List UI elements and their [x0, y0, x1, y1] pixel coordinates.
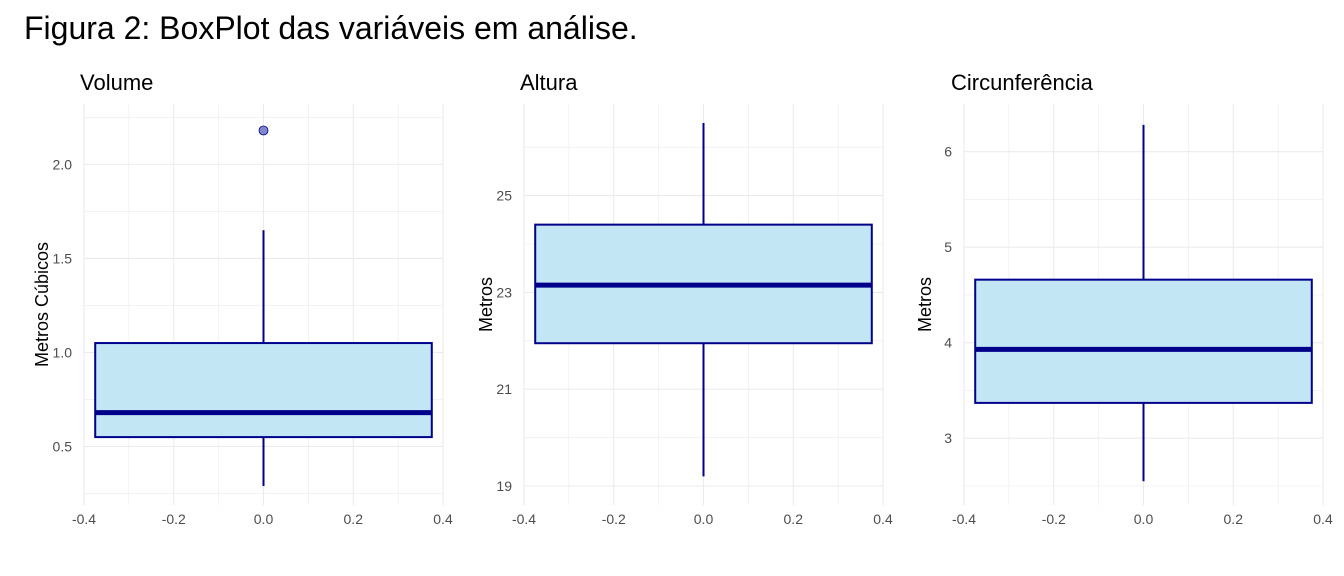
x-tick-label: 0.2 [784, 511, 804, 527]
x-tick-label: 0.2 [344, 511, 364, 527]
y-tick-label: 3 [944, 430, 952, 446]
panel-1: -0.4 -0.2 0.0 0.2 0.4 0.5 1.0 1.5 2.0 Volume Metro… [32, 70, 453, 527]
y-tick-label: 25 [496, 188, 512, 204]
y-tick-label: 5 [944, 239, 952, 255]
x-tick-label: 0.4 [873, 511, 893, 527]
y-axis-label: Metros Cúbicos [32, 242, 52, 367]
y-axis-label: Metros [915, 277, 935, 332]
x-tick-label: 0.0 [1134, 511, 1154, 527]
y-tick-label: 1.5 [53, 250, 73, 266]
y-tick-label: 6 [944, 144, 952, 160]
x-tick-label: 0.4 [1313, 511, 1333, 527]
panel-2: -0.4 -0.2 0.0 0.2 0.4 19 21 23 25 Altura Metros [476, 70, 893, 527]
y-tick-label: 2.0 [53, 156, 73, 172]
x-tick-label: -0.2 [1042, 511, 1066, 527]
y-tick-label: 19 [496, 478, 512, 494]
iqr-box [974, 278, 1313, 404]
outlier-point [258, 125, 269, 136]
y-tick-label: 0.5 [53, 439, 73, 455]
x-tick-label: 0.4 [433, 511, 453, 527]
figure-title: Figura 2: BoxPlot das variáveis em análi… [24, 10, 638, 46]
panel-title: Circunferência [951, 70, 1094, 95]
y-axis-label: Metros [476, 277, 496, 332]
y-tick-label: 4 [944, 335, 952, 351]
y-tick-label: 1.0 [53, 344, 73, 360]
y-tick-label: 21 [496, 381, 512, 397]
x-tick-label: 0.0 [694, 511, 714, 527]
panel-title: Volume [80, 70, 153, 95]
panel-title: Altura [520, 70, 578, 95]
iqr-box [94, 342, 433, 439]
y-tick-label: 23 [496, 284, 512, 300]
x-tick-label: -0.4 [952, 511, 976, 527]
x-tick-label: 0.2 [1224, 511, 1244, 527]
x-tick-label: 0.0 [254, 511, 274, 527]
x-tick-label: -0.4 [512, 511, 536, 527]
panel-3: -0.4 -0.2 0.0 0.2 0.4 3 4 5 6 Circunferência Metro… [915, 70, 1333, 527]
x-tick-label: -0.2 [602, 511, 626, 527]
x-tick-label: -0.4 [72, 511, 96, 527]
x-tick-label: -0.2 [162, 511, 186, 527]
